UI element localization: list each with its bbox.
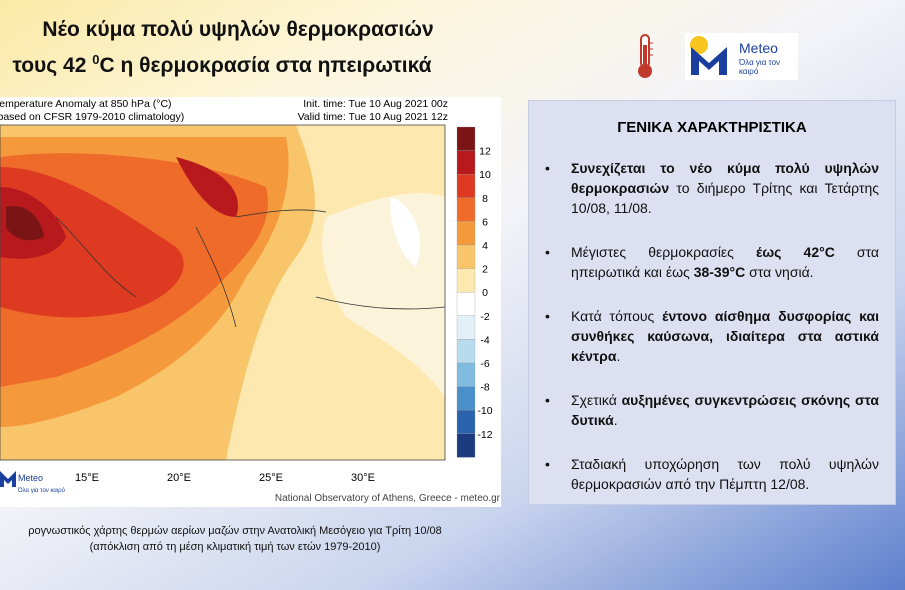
colorbar-label: 0 xyxy=(482,287,488,299)
bullet: Σταδιακή υποχώρηση των πολύ υψηλών θερμο… xyxy=(545,454,879,494)
map-header: (based on CFSR 1979-2010 climatology) xyxy=(0,111,184,123)
bullet-text: το διήμερο Τρίτης και Τετάρτης 10/08, 11… xyxy=(571,180,879,216)
colorbar-bin xyxy=(456,386,476,411)
caption-line2: (απόκλιση από τη μέση κλιματική τιμή των… xyxy=(89,541,381,553)
bullet-text: Σταδιακή υποχώρηση των πολύ υψηλών θερμο… xyxy=(571,456,879,492)
longitude-label: 20°E xyxy=(167,472,191,484)
logo-tagline: Όλα για τον καιρό xyxy=(739,58,781,76)
colorbar-bin xyxy=(456,174,476,198)
info-panel: ΓΕΝΙΚΑ ΧΑΡΑΚΤΗΡΙΣΤΙΚΑ Συνεχίζεται το νέο… xyxy=(528,100,896,505)
colorbar-bin xyxy=(456,292,476,316)
colorbar-bin xyxy=(456,126,476,151)
bullet-text: . xyxy=(616,348,621,364)
bullet-text: Κατά τόπους xyxy=(571,308,663,324)
colorbar-label: -10 xyxy=(477,405,492,417)
bullet-text: έντονο αίσθημα δυσφορίας και συνθήκες κα… xyxy=(571,308,880,364)
title-part: τους 42 xyxy=(12,54,93,77)
map-footer: National Observatory of Athens, Greece -… xyxy=(275,493,501,504)
colorbar-label: 12 xyxy=(479,146,491,158)
title-line2: τους 42 0C η θερμοκρασία στα ηπειρωτικά xyxy=(0,52,462,78)
longitude-label: 15°E xyxy=(75,472,99,484)
colorbar-bin xyxy=(456,315,476,340)
colorbar-bin xyxy=(456,410,476,434)
caption-line1: ρογνωστικός χάρτης θερμών αερίων μαζών σ… xyxy=(28,525,442,537)
bullet: Κατά τόπους έντονο αίσθημα δυσφορίας και… xyxy=(545,306,880,366)
title-line1: Νέο κύμα πολύ υψηλών θερμοκρασιών xyxy=(42,18,434,41)
logo-name: Meteo xyxy=(739,40,778,56)
map-header: Valid time: Tue 10 Aug 2021 12z xyxy=(298,111,448,123)
longitude-label: 25°E xyxy=(259,472,283,484)
map-field xyxy=(0,125,445,460)
colorbar-label: 10 xyxy=(479,169,491,181)
longitude-label: 30°E xyxy=(351,472,375,484)
colorbar-bin xyxy=(456,362,476,387)
colorbar-bin xyxy=(456,433,476,458)
panel-heading: ΓΕΝΙΚΑ ΧΑΡΑΚΤΗΡΙΣΤΙΚΑ xyxy=(617,119,807,136)
colorbar-bin xyxy=(456,244,476,269)
bullet-text: 38-39°C xyxy=(693,264,746,280)
map-logo-mark xyxy=(0,471,16,487)
logo-mark xyxy=(690,36,727,75)
colorbar-label: 2 xyxy=(482,264,488,276)
colorbar-label: 4 xyxy=(482,240,488,252)
map-logo-name: Meteo xyxy=(18,473,43,483)
colorbar-label: -12 xyxy=(477,429,492,441)
bullet-text: στα νησιά. xyxy=(745,264,814,280)
colorbar-label: 6 xyxy=(482,216,488,228)
colorbar-bin xyxy=(456,339,476,364)
bullet-text: . xyxy=(613,412,618,428)
colorbar-label: -2 xyxy=(480,311,489,323)
bullet: Συνεχίζεται το νέο κύμα πολύ υψηλών θερμ… xyxy=(545,158,879,218)
bullet: Σχετικά αυξημένες συγκεντρώσεις σκόνης σ… xyxy=(545,390,880,430)
colorbar-bin xyxy=(456,268,476,293)
colorbar-label: -6 xyxy=(480,358,489,370)
bullet-text: έως 42°C xyxy=(756,244,835,260)
title-part: 0 xyxy=(92,52,100,67)
colorbar-label: -4 xyxy=(480,334,489,346)
bullet-text: Συνεχίζεται το νέο κύμα πολύ υψηλών θερμ… xyxy=(571,160,879,196)
bullet-text: στα ηπειρωτικά και έως xyxy=(571,244,879,280)
colorbar-bin xyxy=(456,221,476,246)
forecast-map: 15°E 20°E 25°E 30°E 12 10 8 6 4 2 0 -2 -4 -6 -8 -10 -12… xyxy=(0,97,501,507)
bullet-text: Μέγιστες θερμοκρασίες xyxy=(571,244,757,260)
map-logo-tagline: Όλα για τον καιρό xyxy=(17,487,66,494)
map-header: Init. time: Tue 10 Aug 2021 00z xyxy=(303,98,448,110)
bullet-text: Σχετικά xyxy=(571,392,622,408)
map-header: Temperature Anomaly at 850 hPa (°C) xyxy=(0,98,172,110)
colorbar-bin xyxy=(456,150,476,175)
colorbar-bin xyxy=(456,197,476,222)
bullet: Μέγιστες θερμοκρασίες έως 42°C στα ηπειρ… xyxy=(545,242,879,282)
colorbar-label: 8 xyxy=(482,193,488,205)
colorbar-label: -8 xyxy=(480,382,489,394)
bullet-text: αυξημένες συγκεντρώσεις σκόνης στα δυτικ… xyxy=(571,392,880,428)
bullet-list: Συνεχίζεται το νέο κύμα πολύ υψηλών θερμ… xyxy=(529,158,895,494)
title-part: C η θερμοκρασία στα ηπειρωτικά xyxy=(99,54,432,77)
thermometer-icon xyxy=(638,34,653,78)
meteo-logo: Meteo Όλα για τον καιρό xyxy=(685,33,798,80)
